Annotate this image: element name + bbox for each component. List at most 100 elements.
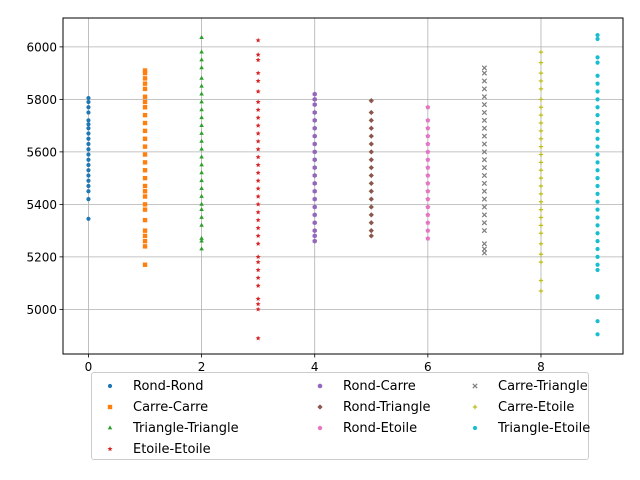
data-point (481, 78, 488, 84)
data-point (86, 183, 91, 189)
data-point (595, 60, 600, 65)
data-point (368, 133, 374, 139)
data-point (481, 149, 488, 155)
data-point (368, 227, 374, 234)
data-point (86, 189, 91, 194)
data-point (142, 244, 148, 249)
data-point (538, 78, 544, 84)
data-point (312, 125, 317, 131)
data-point (199, 91, 204, 96)
y-tick-label: 5800 (26, 93, 57, 107)
data-point (425, 117, 431, 123)
data-point (142, 228, 148, 233)
x-tick-label: 8 (537, 360, 545, 374)
data-point (312, 233, 317, 239)
data-point (538, 70, 544, 76)
data-point (425, 172, 431, 178)
data-point (538, 252, 544, 257)
data-point (312, 238, 317, 244)
data-point (538, 112, 544, 118)
data-point (199, 138, 204, 143)
data-point (481, 157, 488, 163)
legend-symbol (107, 404, 113, 410)
data-point (255, 146, 261, 152)
data-point (368, 172, 374, 179)
data-point (595, 120, 600, 126)
data-point (595, 36, 600, 42)
data-point (368, 149, 374, 155)
data-point (595, 160, 600, 165)
legend-marker (97, 439, 123, 459)
data-point (142, 194, 148, 199)
legend-symbol (317, 425, 323, 431)
data-point (538, 223, 544, 228)
y-tick-label: 6000 (26, 40, 57, 54)
data-point (481, 212, 488, 218)
data-point (595, 246, 600, 252)
data-point (255, 154, 261, 160)
data-point (255, 254, 261, 260)
data-point (255, 107, 261, 113)
data-point (199, 178, 204, 183)
data-point (595, 81, 600, 86)
data-point (312, 228, 317, 234)
legend-symbol (107, 446, 113, 452)
data-point (142, 233, 148, 239)
data-point (312, 180, 317, 186)
data-point (595, 152, 600, 157)
data-point (86, 162, 91, 168)
data-point (481, 250, 488, 256)
data-point (255, 225, 261, 231)
data-point (595, 294, 600, 299)
data-point (538, 49, 544, 55)
data-point (595, 97, 600, 102)
data-point (255, 162, 261, 168)
data-point (142, 76, 148, 81)
data-point (595, 176, 600, 181)
data-point (595, 136, 600, 141)
series-5 (368, 98, 374, 239)
data-point (595, 32, 600, 38)
data-point (481, 86, 488, 92)
data-point (595, 105, 600, 110)
legend-label: Carre-Triangle (498, 378, 588, 394)
data-point (595, 191, 600, 196)
data-point (199, 83, 204, 88)
data-point (425, 165, 431, 170)
legend-symbol (472, 383, 478, 389)
data-point (312, 117, 317, 123)
data-point (142, 120, 148, 126)
data-point (86, 99, 91, 105)
y-tick-label: 5200 (26, 250, 57, 264)
data-point (86, 122, 91, 127)
data-point (312, 96, 317, 102)
data-point (199, 235, 204, 240)
data-point (86, 131, 91, 136)
legend-symbol (472, 404, 478, 410)
data-point (425, 157, 431, 162)
series-8 (538, 49, 544, 294)
data-point (142, 144, 148, 149)
data-point (142, 81, 148, 86)
data-point (481, 228, 488, 234)
data-point (86, 216, 91, 221)
data-point (199, 154, 204, 159)
data-point (481, 241, 488, 247)
legend-marker (307, 376, 333, 396)
data-point (86, 197, 91, 202)
data-point (595, 215, 600, 220)
data-point (199, 162, 204, 167)
legend-label: Carre-Etoile (498, 399, 575, 415)
legend-marker (462, 376, 488, 396)
y-tick-label: 5400 (26, 198, 57, 212)
data-point (199, 115, 204, 120)
data-point (538, 168, 544, 173)
data-point (199, 185, 204, 190)
data-point (199, 65, 204, 70)
legend-marker (307, 397, 333, 417)
data-point (255, 259, 261, 265)
data-point (199, 238, 204, 243)
data-point (538, 136, 544, 141)
data-point (255, 335, 261, 341)
